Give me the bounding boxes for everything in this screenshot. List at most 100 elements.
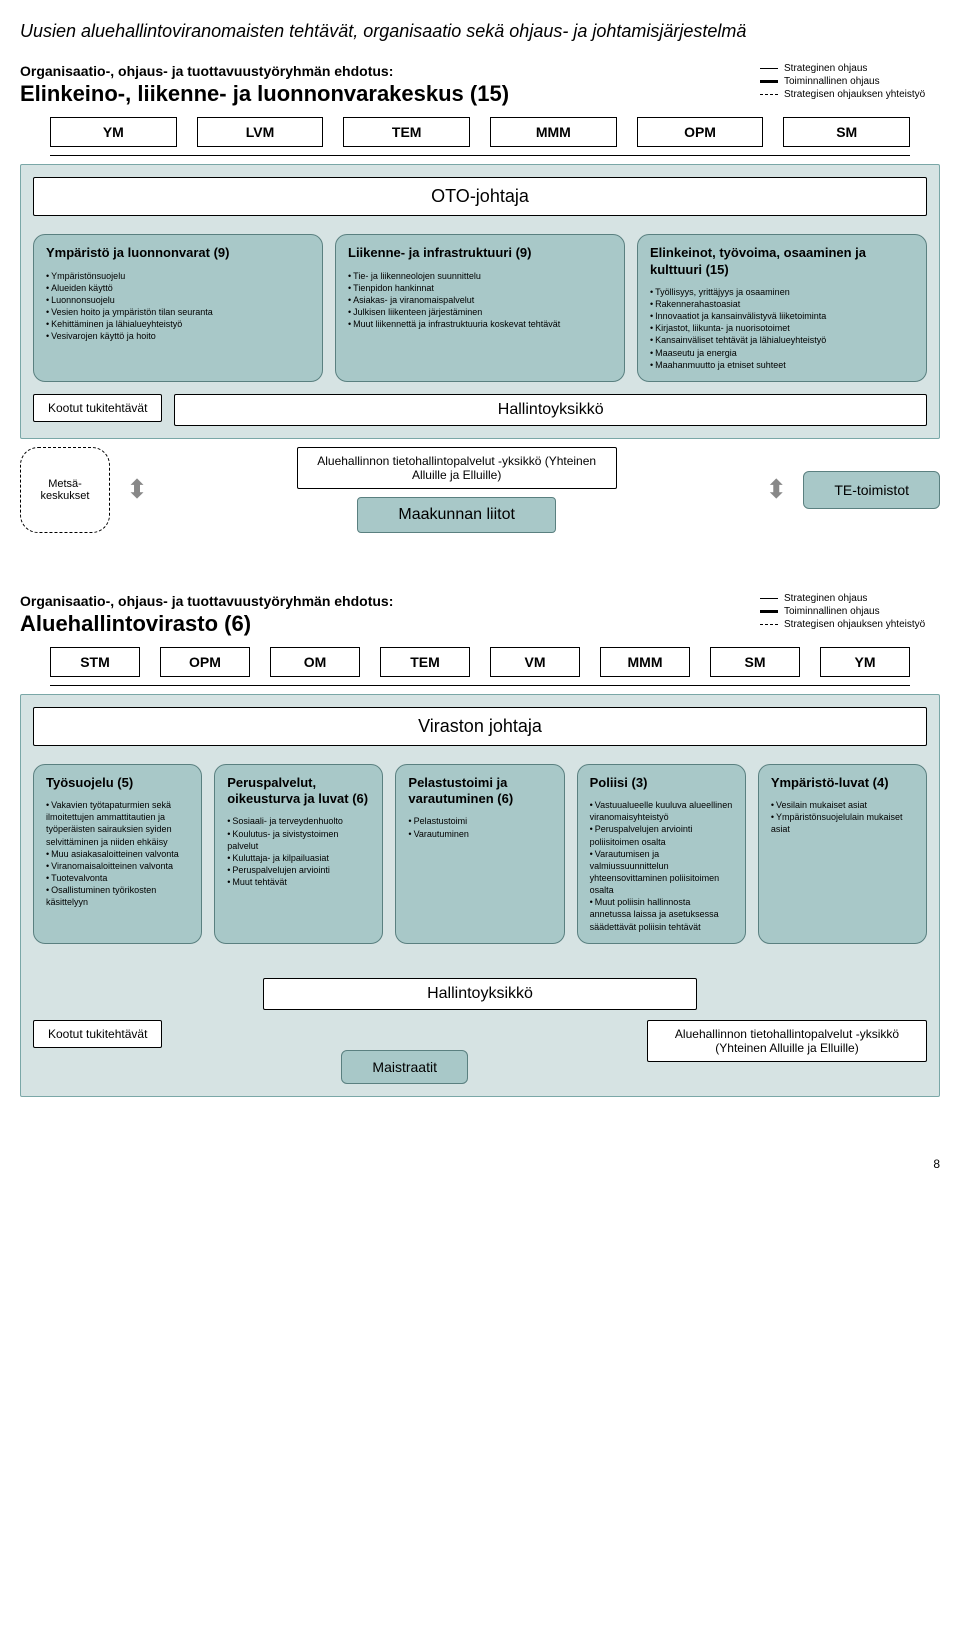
chart2-director: Viraston johtaja: [33, 707, 927, 746]
card-item: Pelastustoimi: [408, 815, 551, 827]
page-number: 8: [20, 1157, 940, 1171]
chart2-main: Viraston johtaja Työsuojelu (5) Vakavien…: [20, 694, 940, 1097]
card-item: Viranomaisaloitteinen valvonta: [46, 860, 189, 872]
card-item: Varautuminen: [408, 828, 551, 840]
chart1-director: OTO-johtaja: [33, 177, 927, 216]
card-title: Pelastustoimi ja varautuminen (6): [408, 775, 551, 808]
arrow-icon: ⬍: [122, 474, 152, 505]
maakunta-box: Maakunnan liitot: [357, 497, 556, 533]
info-card: Pelastustoimi ja varautuminen (6) Pelast…: [395, 764, 564, 944]
ministry-box: LVM: [197, 117, 324, 147]
card-item: Ympäristönsuojelu: [46, 270, 310, 282]
page-title: Uusien aluehallintoviranomaisten tehtävä…: [20, 20, 940, 43]
card-item: Asiakas- ja viranomaispalvelut: [348, 294, 612, 306]
ministry-box: OPM: [637, 117, 764, 147]
hallinto-box: Hallintoyksikkö: [174, 394, 927, 426]
info-card: Poliisi (3) Vastuualueelle kuuluva aluee…: [577, 764, 746, 944]
chart1-ministries: YM LVM TEM MMM OPM SM: [20, 117, 940, 147]
card-item: Alueiden käyttö: [46, 282, 310, 294]
card-item: Työllisyys, yrittäjyys ja osaaminen: [650, 286, 914, 298]
chart1-main: OTO-johtaja Ympäristö ja luonnonvarat (9…: [20, 164, 940, 438]
card-item: Muut poliisin hallinnosta annetussa lais…: [590, 896, 733, 932]
card-item: Koulutus- ja sivistystoimen palvelut: [227, 828, 370, 852]
card-title: Elinkeinot, työvoima, osaaminen ja kultt…: [650, 245, 914, 278]
ministry-box: MMM: [490, 117, 617, 147]
card-title: Ympäristö-luvat (4): [771, 775, 914, 791]
card-title: Työsuojelu (5): [46, 775, 189, 791]
card-item: Muu asiakasaloitteinen valvonta: [46, 848, 189, 860]
ministry-box: OM: [270, 647, 360, 677]
chart-aluehallinto: Organisaatio-, ohjaus- ja tuottavuustyör…: [20, 593, 940, 1097]
ministry-box: TEM: [343, 117, 470, 147]
chart1-legend: Strateginen ohjaus Toiminnallinen ohjaus…: [760, 63, 940, 102]
card-item: Rakennerahastoasiat: [650, 298, 914, 310]
card-item: Kirjastot, liikunta- ja nuorisotoimet: [650, 322, 914, 334]
card-item: Vakavien työtapaturmien sekä ilmoitettuj…: [46, 799, 189, 848]
card-item: Kehittäminen ja lähialueyhteistyö: [46, 318, 310, 330]
chart2-subtitle: Organisaatio-, ohjaus- ja tuottavuustyör…: [20, 593, 760, 609]
card-item: Vesilain mukaiset asiat: [771, 799, 914, 811]
te-box: TE-toimistot: [803, 471, 940, 509]
card-item: Tuotevalvonta: [46, 872, 189, 884]
chart1-title: Elinkeino-, liikenne- ja luonnonvarakesk…: [20, 81, 760, 107]
tietohallinto-box: Aluehallinnon tietohallintopalvelut -yks…: [647, 1020, 927, 1062]
legend-item: Toiminnallinen ohjaus: [784, 606, 880, 617]
tietohallinto-box: Aluehallinnon tietohallintopalvelut -yks…: [297, 447, 617, 489]
metsa-oval: Metsä-keskukset: [20, 447, 110, 533]
info-card: Ympäristö ja luonnonvarat (9) Ympäristön…: [33, 234, 323, 381]
card-item: Innovaatiot ja kansainvälistyvä liiketoi…: [650, 310, 914, 322]
legend-item: Toiminnallinen ohjaus: [784, 76, 880, 87]
card-title: Liikenne- ja infrastruktuuri (9): [348, 245, 612, 261]
card-title: Ympäristö ja luonnonvarat (9): [46, 245, 310, 261]
info-card: Liikenne- ja infrastruktuuri (9) Tie- ja…: [335, 234, 625, 381]
kootut-box: Kootut tukitehtävät: [33, 1020, 162, 1048]
card-item: Ympäristönsuojelulain mukaiset asiat: [771, 811, 914, 835]
legend-item: Strategisen ohjauksen yhteistyö: [784, 89, 925, 100]
card-item: Kansainväliset tehtävät ja lähialueyhtei…: [650, 334, 914, 346]
ministry-box: TEM: [380, 647, 470, 677]
card-item: Muut liikennettä ja infrastruktuuria kos…: [348, 318, 612, 330]
chart2-legend: Strateginen ohjaus Toiminnallinen ohjaus…: [760, 593, 940, 632]
card-item: Vastuualueelle kuuluva alueellinen viran…: [590, 799, 733, 823]
ministry-box: VM: [490, 647, 580, 677]
card-item: Luonnonsuojelu: [46, 294, 310, 306]
info-card: Työsuojelu (5) Vakavien työtapaturmien s…: [33, 764, 202, 944]
card-item: Maahanmuutto ja etniset suhteet: [650, 359, 914, 371]
card-item: Osallistuminen työrikosten käsittelyyn: [46, 884, 189, 908]
card-item: Tienpidon hankinnat: [348, 282, 612, 294]
legend-item: Strateginen ohjaus: [784, 63, 867, 74]
ministry-box: SM: [783, 117, 910, 147]
card-title: Peruspalvelut, oikeusturva ja luvat (6): [227, 775, 370, 808]
legend-item: Strateginen ohjaus: [784, 593, 867, 604]
card-item: Peruspalvelujen arviointi: [227, 864, 370, 876]
legend-item: Strategisen ohjauksen yhteistyö: [784, 619, 925, 630]
ministry-box: YM: [820, 647, 910, 677]
card-item: Maaseutu ja energia: [650, 347, 914, 359]
card-item: Varautumisen ja valmiussuunnittelun yhte…: [590, 848, 733, 897]
card-title: Poliisi (3): [590, 775, 733, 791]
chart2-title: Aluehallintovirasto (6): [20, 611, 760, 637]
arrow-icon: ⬍: [761, 474, 791, 505]
kootut-box: Kootut tukitehtävät: [33, 394, 162, 422]
card-item: Julkisen liikenteen järjestäminen: [348, 306, 612, 318]
ministry-box: OPM: [160, 647, 250, 677]
card-item: Tie- ja liikenneolojen suunnittelu: [348, 270, 612, 282]
info-card: Peruspalvelut, oikeusturva ja luvat (6) …: [214, 764, 383, 944]
chart1-subtitle: Organisaatio-, ohjaus- ja tuottavuustyör…: [20, 63, 760, 79]
card-item: Vesien hoito ja ympäristön tilan seurant…: [46, 306, 310, 318]
info-card: Elinkeinot, työvoima, osaaminen ja kultt…: [637, 234, 927, 381]
card-item: Vesivarojen käyttö ja hoito: [46, 330, 310, 342]
chart-elinkeino: Organisaatio-, ohjaus- ja tuottavuustyör…: [20, 63, 940, 532]
card-item: Peruspalvelujen arviointi poliisitoimen …: [590, 823, 733, 847]
card-item: Sosiaali- ja terveydenhuolto: [227, 815, 370, 827]
hallinto-box: Hallintoyksikkö: [263, 978, 697, 1010]
ministry-box: YM: [50, 117, 177, 147]
chart2-ministries: STM OPM OM TEM VM MMM SM YM: [20, 647, 940, 677]
card-item: Kuluttaja- ja kilpailuasiat: [227, 852, 370, 864]
card-item: Muut tehtävät: [227, 876, 370, 888]
ministry-box: STM: [50, 647, 140, 677]
maistraatit-box: Maistraatit: [341, 1050, 468, 1084]
info-card: Ympäristö-luvat (4) Vesilain mukaiset as…: [758, 764, 927, 944]
ministry-box: MMM: [600, 647, 690, 677]
ministry-box: SM: [710, 647, 800, 677]
